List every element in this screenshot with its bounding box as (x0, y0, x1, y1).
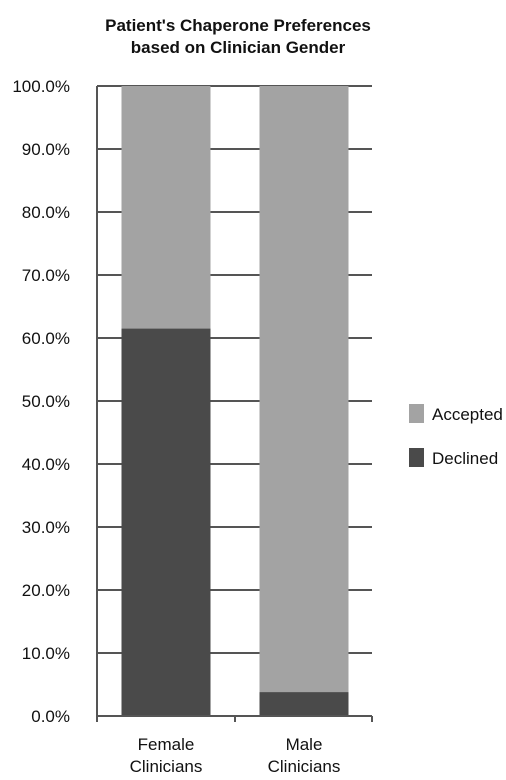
y-tick-label: 100.0% (12, 77, 70, 96)
y-tick-label: 60.0% (22, 329, 70, 348)
chart-title-line: based on Clinician Gender (131, 38, 346, 57)
legend: Accepted Declined (409, 404, 503, 468)
bars (121, 86, 349, 716)
bar-declined-0 (121, 328, 211, 716)
legend-swatch-accepted (409, 404, 424, 423)
axes (96, 86, 373, 722)
y-tick-label: 20.0% (22, 581, 70, 600)
y-tick-label: 40.0% (22, 455, 70, 474)
category-label: Female (138, 735, 195, 754)
bar-declined-1 (259, 692, 349, 716)
chart-title-line: Patient's Chaperone Preferences (105, 16, 371, 35)
bar-accepted-0 (121, 86, 211, 329)
legend-label-accepted: Accepted (432, 405, 503, 424)
y-tick-label: 10.0% (22, 644, 70, 663)
category-labels: Female Clinicians Male Clinicians (130, 735, 341, 776)
y-tick-labels: 0.0% 10.0% 20.0% 30.0% 40.0% 50.0% 60.0% 70.0% 8… (12, 77, 70, 726)
legend-label-declined: Declined (432, 449, 498, 468)
category-label: Clinicians (130, 757, 203, 776)
chart-title: Patient's Chaperone Preferences based on … (105, 16, 371, 57)
legend-swatch-declined (409, 448, 424, 467)
y-tick-label: 30.0% (22, 518, 70, 537)
y-tick-label: 90.0% (22, 140, 70, 159)
y-tick-label: 50.0% (22, 392, 70, 411)
category-label: Clinicians (268, 757, 341, 776)
y-tick-label: 80.0% (22, 203, 70, 222)
bar-accepted-1 (259, 86, 349, 693)
category-label: Male (286, 735, 323, 754)
y-tick-label: 70.0% (22, 266, 70, 285)
y-tick-label: 0.0% (31, 707, 70, 726)
